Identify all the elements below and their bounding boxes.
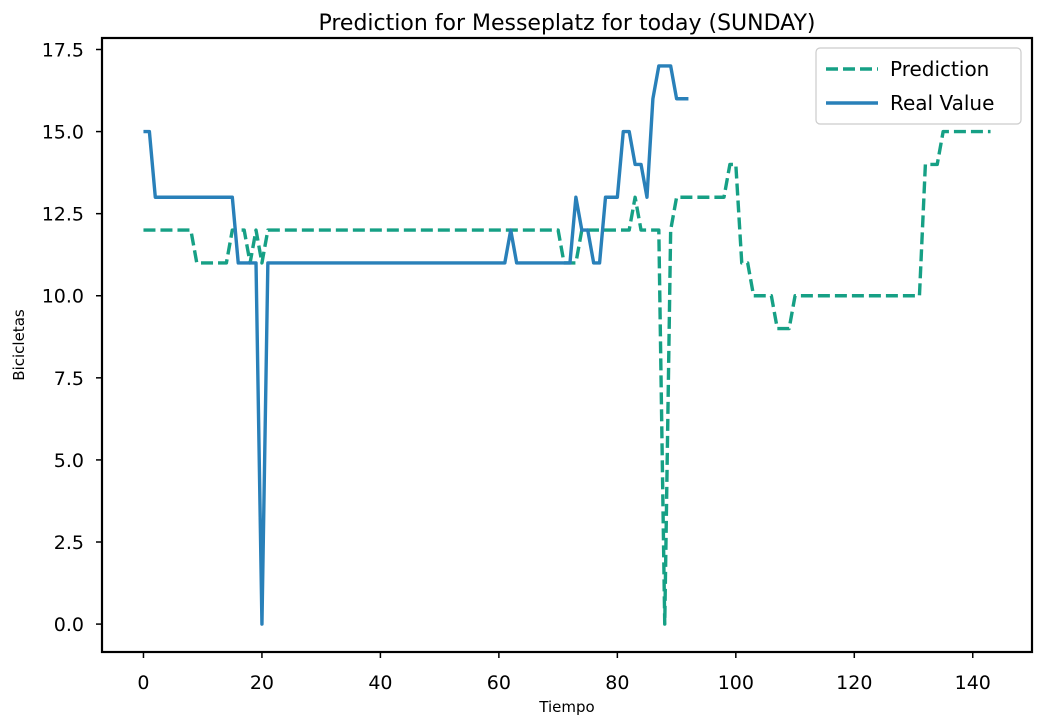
legend-box <box>815 47 1022 125</box>
y-tick-label: 12.5 <box>42 204 84 226</box>
x-tick-label: 140 <box>955 672 991 694</box>
x-tick-label: 100 <box>718 672 754 694</box>
y-tick-label: 10.0 <box>42 286 84 308</box>
y-tick-label: 7.5 <box>54 368 84 390</box>
y-tick-label: 0.0 <box>54 614 84 636</box>
x-tick-label: 60 <box>487 672 511 694</box>
x-tick-label: 40 <box>368 672 392 694</box>
y-tick-label: 2.5 <box>54 532 84 554</box>
x-tick-label: 80 <box>605 672 629 694</box>
y-axis-label: Bicicletas <box>10 309 28 381</box>
plot-frame <box>100 36 1034 654</box>
legend-label: Prediction <box>890 57 989 81</box>
y-tick-label: 17.5 <box>42 39 84 61</box>
y-tick-label: 15.0 <box>42 122 84 144</box>
legend-label: Real Value <box>890 91 994 115</box>
y-axis-ticks: 0.0 2.5 5.0 7.5 10.0 12.5 15.0 17.5 <box>42 39 102 636</box>
x-tick-label: 0 <box>137 672 149 694</box>
plot-area <box>143 64 991 626</box>
x-axis-ticks: 0 20 40 60 80 100 120 140 <box>137 652 991 694</box>
chart-title: Prediction for Messeplatz for today (SUN… <box>318 11 815 36</box>
legend: Prediction Real Value <box>815 47 1022 125</box>
series-line-real-value <box>143 64 689 626</box>
y-tick-label: 5.0 <box>54 450 84 472</box>
x-tick-label: 120 <box>836 672 872 694</box>
x-tick-label: 20 <box>250 672 274 694</box>
x-axis-label: Tiempo <box>538 698 594 716</box>
